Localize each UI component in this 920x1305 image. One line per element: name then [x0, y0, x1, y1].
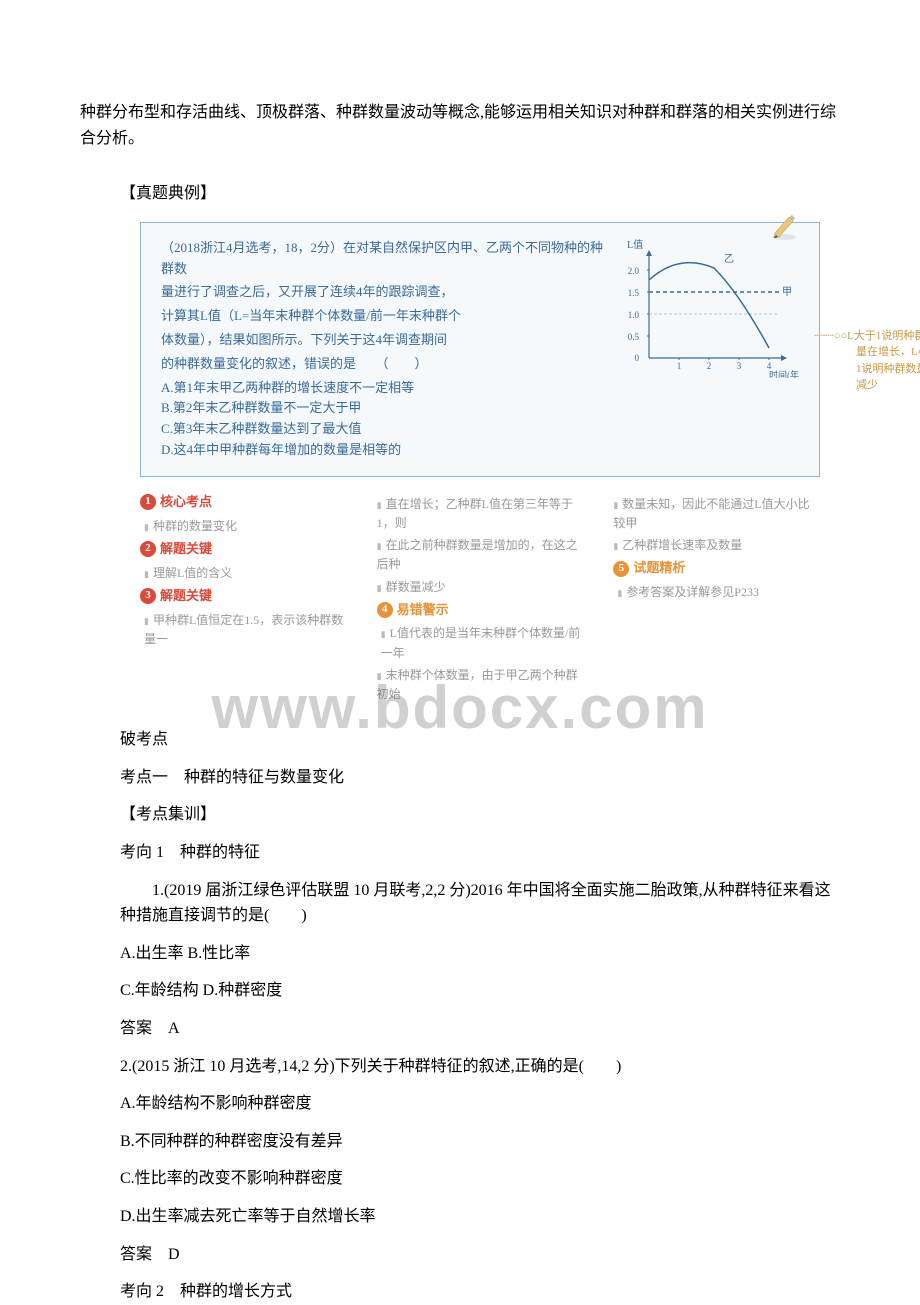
- example-stem4: 体数量），结果如图所示。下列关于这4年调查期间: [161, 330, 609, 351]
- chart-ylabel: L值: [627, 238, 643, 251]
- kaodian-jixun: 【考点集训】: [120, 802, 840, 828]
- pencil-icon: [769, 211, 799, 241]
- col3-t2: 乙种群增长速率及数量: [613, 536, 820, 555]
- svg-text:2.0: 2.0: [628, 266, 640, 276]
- warn-heading: 易错警示: [397, 600, 449, 621]
- analysis-row: 1核心考点 种群的数量变化 2解题关键 理解L值的含义 3解题关键 甲种群L值恒…: [140, 492, 820, 707]
- example-source: （2018浙江4月选考，18，2分）在对某自然保护区内甲、乙两个不同物种的种群数: [161, 238, 609, 280]
- analyze-sub: 参考答案及详解参见P233: [613, 583, 820, 602]
- badge-5: 5: [613, 561, 629, 577]
- line-chart: L值 0 0.5 1.0 1.5 2.0 1 2 3 4: [619, 238, 799, 378]
- example-question-text: （2018浙江4月选考，18，2分）在对某自然保护区内甲、乙两个不同物种的种群数…: [161, 238, 609, 461]
- col2-t1: 直在增长；乙种群L值在第三年等于1，则: [377, 495, 584, 533]
- kaoxiang2: 考向 2 种群的增长方式: [120, 1279, 840, 1305]
- col2-t3: 群数量减少: [377, 578, 584, 597]
- warn-sub2: 末种群个体数量，由于甲乙两个种群初始: [377, 666, 584, 704]
- svg-text:0.5: 0.5: [628, 332, 640, 342]
- intro-paragraph: 种群分布型和存活曲线、顶极群落、种群数量波动等概念,能够运用相关知识对种群和群落…: [80, 100, 840, 151]
- warn-sub1: L值代表的是当年末种群个体数量/前一年: [377, 624, 584, 662]
- badge-4: 4: [377, 602, 393, 618]
- q2-text: 2.(2015 浙江 10 月选考,14,2 分)下列关于种群特征的叙述,正确的…: [120, 1054, 840, 1080]
- key2-sub: 甲种群L值恒定在1.5，表示该种群数量一: [140, 611, 347, 649]
- real-example-title: 【真题典例】: [120, 181, 840, 207]
- label-jia: 甲: [782, 287, 792, 298]
- svg-text:1.5: 1.5: [628, 288, 640, 298]
- key1-heading: 解题关键: [160, 539, 212, 560]
- example-box: （2018浙江4月选考，18，2分）在对某自然保护区内甲、乙两个不同物种的种群数…: [140, 222, 820, 477]
- core-point-sub: 种群的数量变化: [140, 517, 347, 536]
- analysis-col-2: 直在增长；乙种群L值在第三年等于1，则 在此之前种群数量是增加的，在这之后种 群…: [377, 492, 584, 707]
- q2-optA: A.年龄结构不影响种群密度: [120, 1091, 840, 1117]
- kaoxiang1: 考向 1 种群的特征: [120, 840, 840, 866]
- badge-2: 2: [140, 541, 156, 557]
- core-point-heading: 核心考点: [160, 492, 212, 513]
- analyze-heading: 试题精析: [633, 558, 685, 579]
- badge-3: 3: [140, 588, 156, 604]
- q2-optD: D.出生率减去死亡率等于自然增长率: [120, 1204, 840, 1230]
- example-stem3: 计算其L值（L=当年末种群个体数量/前一年末种群个: [161, 306, 609, 327]
- q1-optAB: A.出生率 B.性比率: [120, 941, 840, 967]
- example-optD: D.这4年中甲种群每年增加的数量是相等的: [161, 440, 609, 461]
- svg-text:3: 3: [737, 361, 742, 371]
- q1-answer: 答案 A: [120, 1016, 840, 1042]
- svg-text:2: 2: [707, 361, 712, 371]
- svg-text:1: 1: [677, 361, 682, 371]
- example-stem5: 的种群数量变化的叙述，错误的是 （ ）: [161, 354, 609, 375]
- break-point: 破考点: [120, 727, 840, 753]
- svg-text:0: 0: [635, 353, 640, 363]
- side-annotation: ┄┄┄○○L大于1说明种群数 量在增长，L小于 1说明种群数量在 减少: [814, 328, 920, 394]
- key1-sub: 理解L值的含义: [140, 564, 347, 583]
- example-stem2: 量进行了调查之后，又开展了连续4年的跟踪调查，: [161, 282, 609, 303]
- q2-optC: C.性比率的改变不影响种群密度: [120, 1166, 840, 1192]
- analysis-col-1: 1核心考点 种群的数量变化 2解题关键 理解L值的含义 3解题关键 甲种群L值恒…: [140, 492, 347, 707]
- svg-text:1.0: 1.0: [628, 310, 640, 320]
- example-optC: C.第3年末乙种群数量达到了最大值: [161, 419, 609, 440]
- kaodian1-title: 考点一 种群的特征与数量变化: [120, 765, 840, 791]
- example-optA: A.第1年末甲乙两种群的增长速度不一定相等: [161, 378, 609, 399]
- q1-optCD: C.年龄结构 D.种群密度: [120, 978, 840, 1004]
- col2-t2: 在此之前种群数量是增加的，在这之后种: [377, 536, 584, 574]
- badge-1: 1: [140, 494, 156, 510]
- example-optB: B.第2年末乙种群数量不一定大于甲: [161, 398, 609, 419]
- key2-heading: 解题关键: [160, 586, 212, 607]
- q1-text: 1.(2019 届浙江绿色评估联盟 10 月联考,2,2 分)2016 年中国将…: [80, 878, 840, 929]
- q2-answer: 答案 D: [120, 1242, 840, 1268]
- col3-t1: 数量未知，因此不能通过L值大小比较甲: [613, 495, 820, 533]
- analysis-col-3: 数量未知，因此不能通过L值大小比较甲 乙种群增长速率及数量 5试题精析 参考答案…: [613, 492, 820, 707]
- chart-area: L值 0 0.5 1.0 1.5 2.0 1 2 3 4: [619, 238, 799, 461]
- series-yi: [649, 262, 769, 347]
- q2-optB: B.不同种群的种群密度没有差异: [120, 1129, 840, 1155]
- chart-xlabel: 时间(年): [769, 369, 799, 378]
- label-yi: 乙: [724, 253, 734, 265]
